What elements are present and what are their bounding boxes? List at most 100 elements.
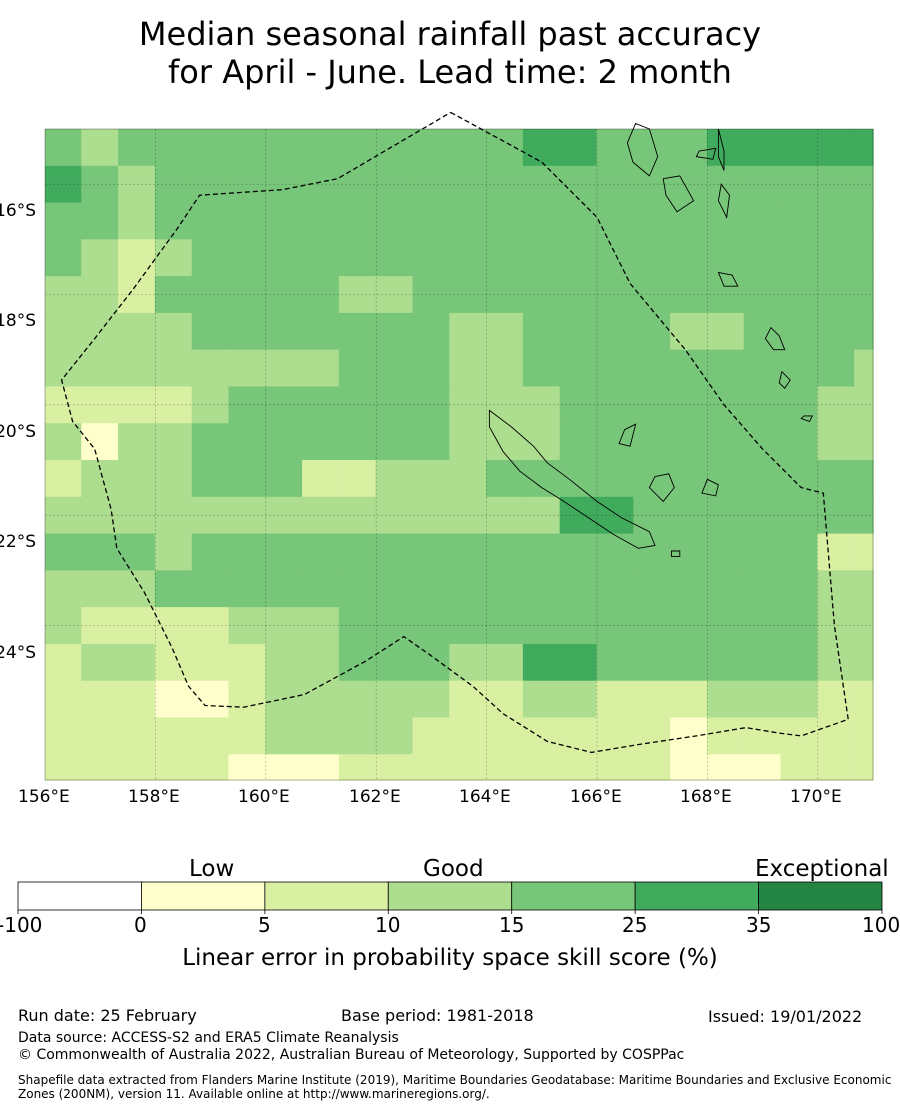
grid-cell: [522, 754, 561, 781]
grid-cell: [706, 754, 745, 781]
grid-cell: [412, 754, 450, 781]
grid-cell: [596, 496, 634, 535]
grid-cell: [228, 312, 266, 351]
grid-cell: [81, 349, 119, 388]
grid-cell: [45, 349, 82, 388]
grid-cell: [375, 717, 414, 755]
grid-cell: [375, 754, 414, 781]
grid-cell: [780, 202, 818, 240]
grid-cell: [191, 276, 230, 314]
grid-cell: [118, 533, 156, 571]
grid-cell: [596, 717, 634, 755]
grid-cell: [45, 276, 82, 314]
island-outline: [764, 326, 786, 351]
island-outline: [488, 409, 656, 549]
colorbar-swatch: [264, 881, 389, 911]
grid-cell: [265, 386, 303, 424]
grid-cell: [338, 423, 377, 461]
grid-cell: [486, 460, 524, 498]
grid-cell: [191, 129, 230, 167]
island-outline: [800, 415, 814, 422]
grid-cell: [817, 349, 855, 388]
grid-cell: [486, 129, 524, 167]
grid-cell: [265, 607, 303, 645]
grid-cell: [154, 570, 193, 608]
grid-cell: [375, 460, 414, 498]
x-tick-label: 168°E: [680, 787, 732, 807]
grid-cell: [81, 423, 119, 461]
grid-cell: [817, 570, 855, 608]
grid-cell: [854, 423, 874, 461]
grid-cell: [412, 165, 450, 204]
grid-cell: [338, 349, 377, 388]
grid-cell: [302, 202, 340, 240]
grid-cell: [412, 533, 450, 571]
grid-cell: [743, 129, 782, 167]
grid-cell: [559, 349, 598, 388]
grid-cell: [118, 165, 156, 204]
grid-cell: [45, 643, 82, 682]
grid-cell: [375, 680, 414, 719]
copyright: © Commonwealth of Australia 2022, Austra…: [18, 1047, 685, 1063]
category-low: Low: [189, 856, 235, 882]
grid-cell: [596, 607, 634, 645]
grid-cell: [817, 202, 855, 240]
x-tick-label: 156°E: [18, 787, 70, 807]
grid-cell: [154, 717, 193, 755]
grid-cell: [412, 312, 450, 351]
colorbar-swatch: [387, 881, 513, 911]
grid-cell: [670, 643, 708, 682]
grid-cell: [191, 717, 230, 755]
grid-cell: [522, 312, 561, 351]
y-tick-label: 20°S: [0, 422, 36, 442]
grid-cell: [633, 460, 671, 498]
grid-cell: [706, 129, 745, 167]
grid-cell: [228, 643, 266, 682]
grid-cell: [302, 754, 340, 781]
grid-cell: [522, 349, 561, 388]
grid-cell: [81, 533, 119, 571]
grid-cell: [338, 754, 377, 781]
grid-cell: [780, 496, 818, 535]
colorbar-swatch: [17, 881, 142, 911]
grid-cell: [154, 607, 193, 645]
grid-cell: [633, 717, 671, 755]
grid-cell: [559, 680, 598, 719]
grid-cell: [780, 129, 818, 167]
grid-cell: [191, 496, 230, 535]
grid-cell: [191, 239, 230, 277]
grid-cell: [854, 496, 874, 535]
grid-cell: [449, 312, 487, 351]
grid-cell: [522, 680, 561, 719]
colorbar-swatch: [634, 881, 759, 911]
grid-cell: [228, 129, 266, 167]
grid-cell: [854, 717, 874, 755]
grid-cell: [706, 276, 745, 314]
grid-cell: [265, 460, 303, 498]
grid-cell: [596, 680, 634, 719]
grid-cell: [743, 460, 782, 498]
grid-cell: [522, 202, 561, 240]
grid-cell: [486, 570, 524, 608]
grid-cell: [633, 423, 671, 461]
grid-cell: [780, 607, 818, 645]
grid-cell: [743, 680, 782, 719]
grid-cell: [191, 165, 230, 204]
grid-cell: [81, 496, 119, 535]
grid-cell: [449, 129, 487, 167]
grid-cell: [486, 643, 524, 682]
island-outline: [695, 147, 717, 160]
grid-cell: [81, 607, 119, 645]
grid-cell: [375, 570, 414, 608]
grid-cell: [338, 129, 377, 167]
grid-cell: [302, 239, 340, 277]
grid-cell: [228, 276, 266, 314]
grid-cell: [118, 202, 156, 240]
grid-cell: [154, 349, 193, 388]
grid-cell: [302, 276, 340, 314]
grid-cell: [154, 460, 193, 498]
grid-cell: [486, 680, 524, 719]
grid-cell: [486, 607, 524, 645]
grid-cell: [633, 754, 671, 781]
grid-cell: [302, 129, 340, 167]
